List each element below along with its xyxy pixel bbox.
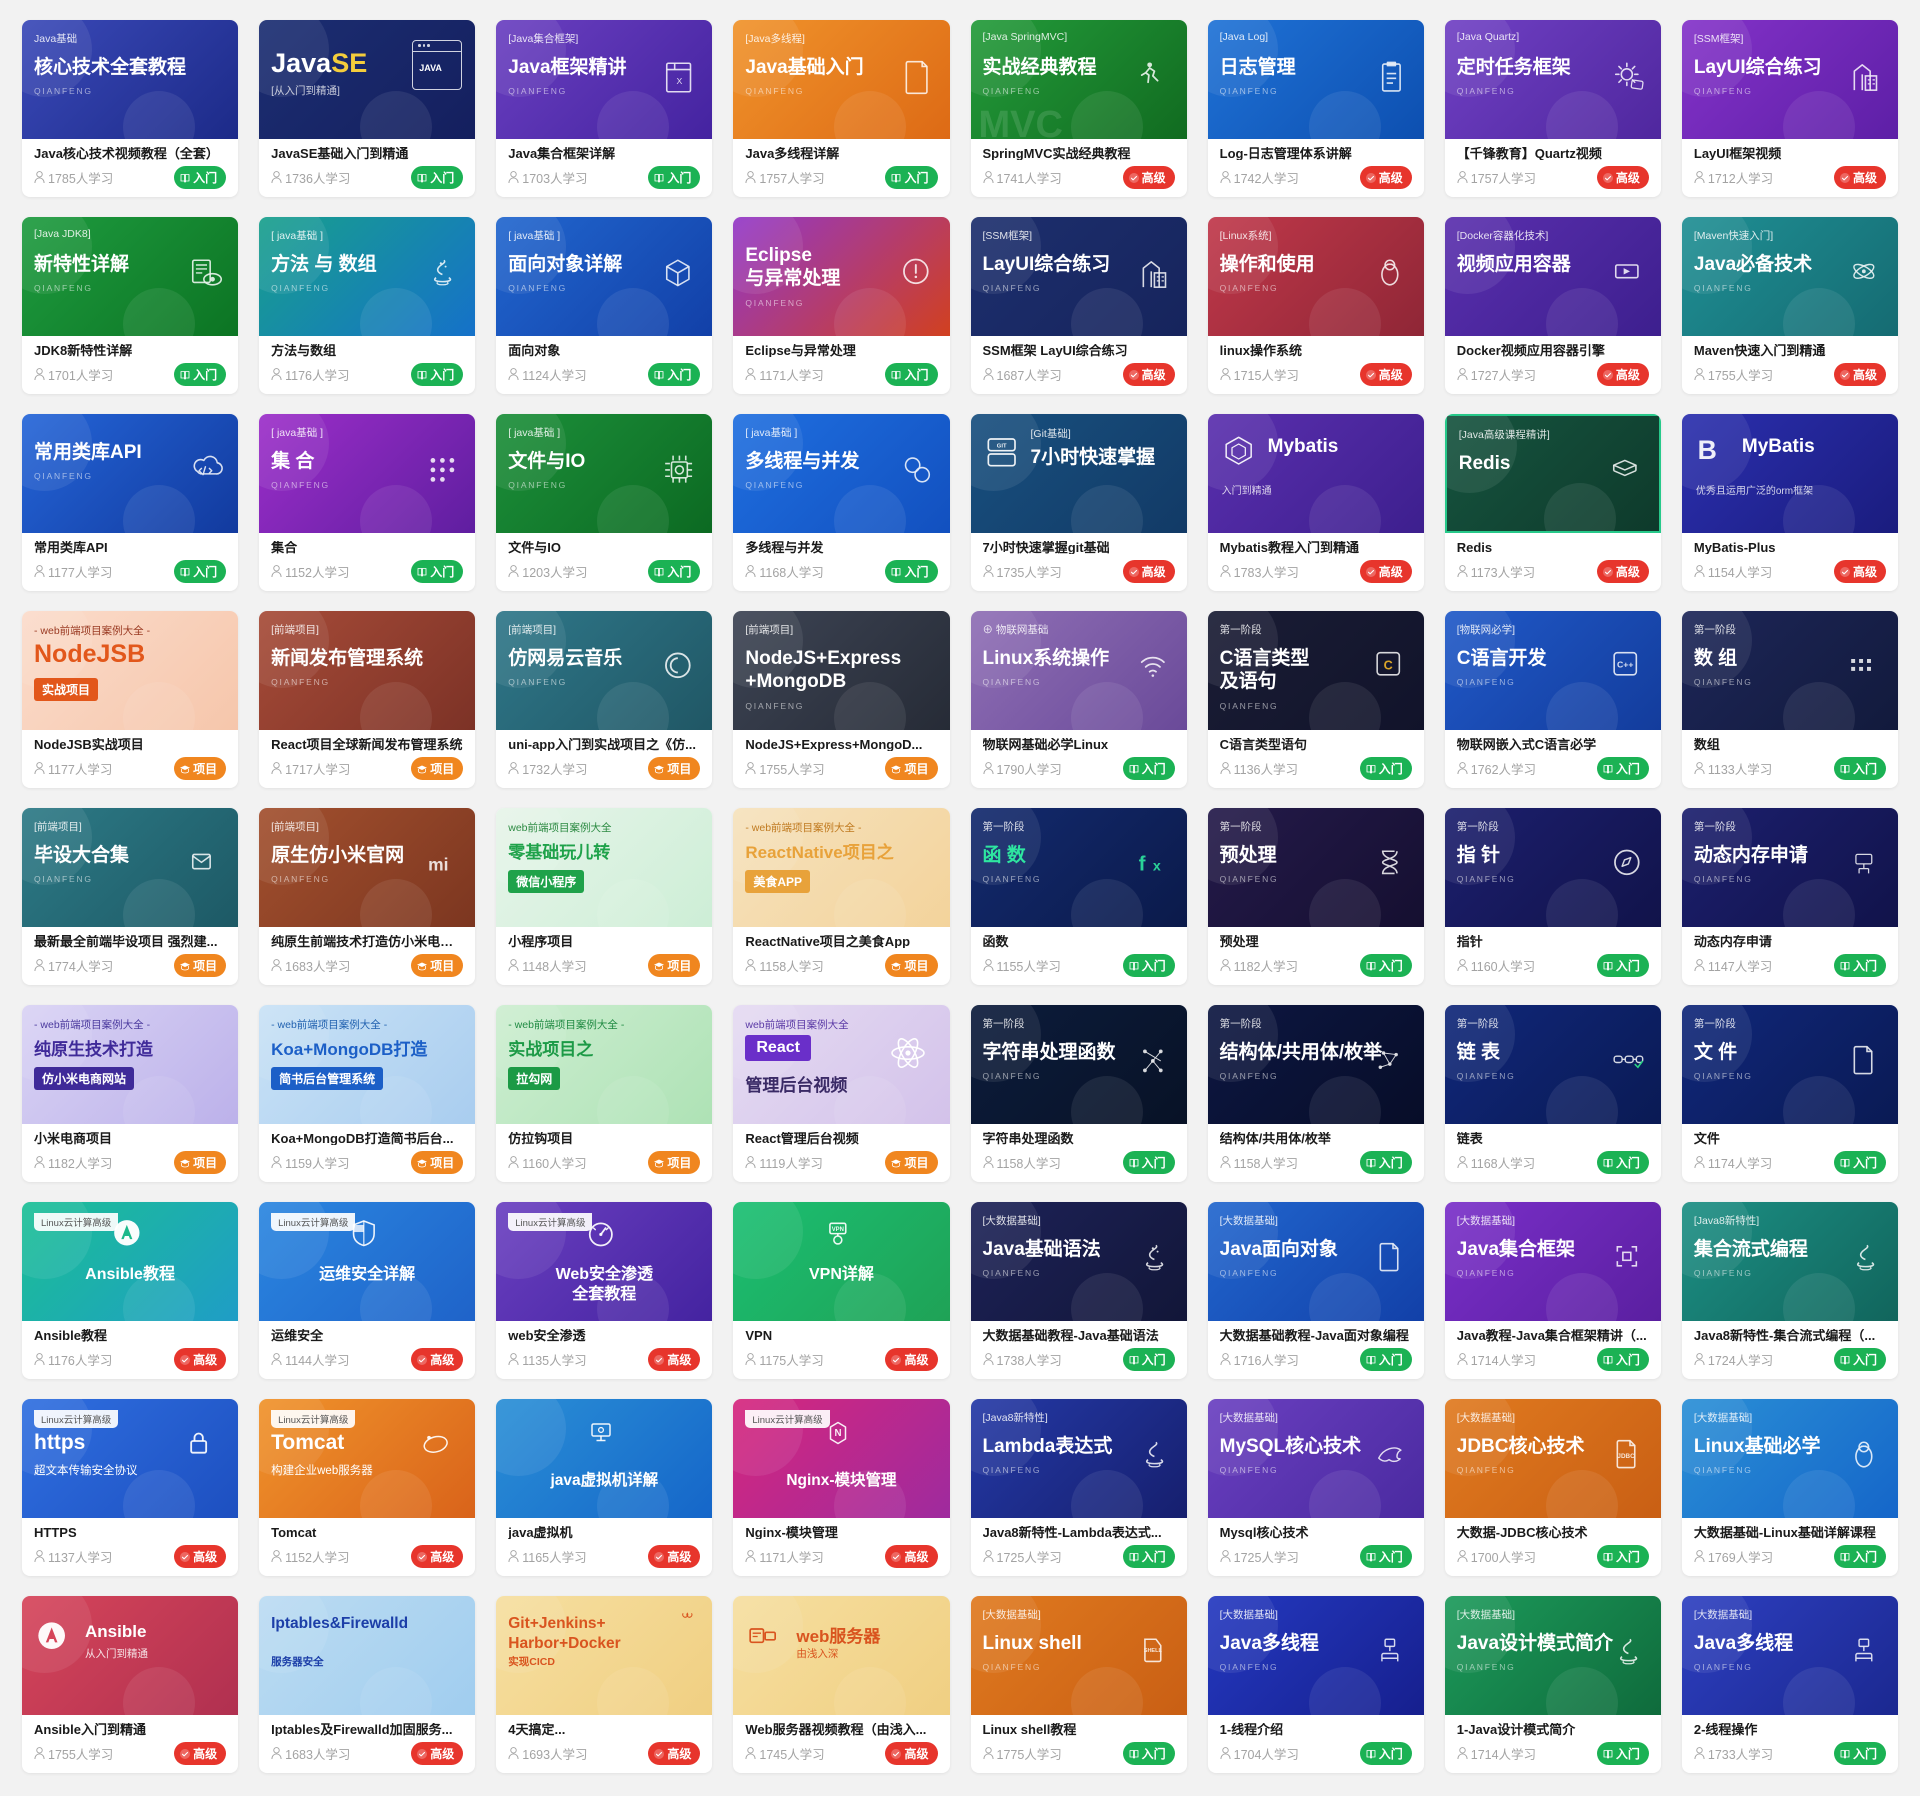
svg-text:GIT: GIT bbox=[996, 443, 1006, 449]
svg-text:f: f bbox=[1138, 852, 1145, 875]
svg-text:VPN: VPN bbox=[832, 1227, 844, 1233]
svg-text:N: N bbox=[835, 1428, 842, 1439]
svg-text:C: C bbox=[1383, 658, 1392, 672]
svg-text:JDBC: JDBC bbox=[1617, 1453, 1635, 1460]
svg-text:B: B bbox=[1698, 435, 1717, 465]
svg-text:SHELL: SHELL bbox=[1143, 1647, 1162, 1653]
svg-text:C++: C++ bbox=[1617, 659, 1633, 669]
svg-text:X: X bbox=[677, 75, 683, 85]
svg-text:x: x bbox=[1152, 858, 1160, 874]
svg-text:mi: mi bbox=[428, 854, 448, 874]
